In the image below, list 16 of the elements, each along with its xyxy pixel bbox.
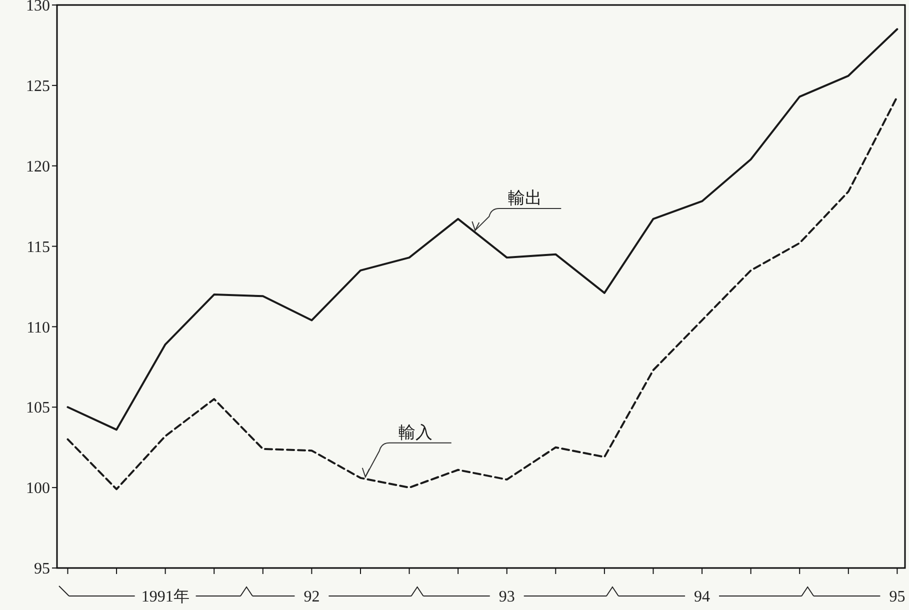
y-tick-label: 115: [26, 238, 50, 256]
x-tick-label: 1991年: [141, 588, 190, 606]
y-tick-label: 100: [26, 480, 50, 498]
y-tick-label: 125: [26, 78, 50, 96]
y-tick-label: 105: [26, 400, 50, 417]
x-tick-label: 95: [889, 588, 906, 606]
line-series: [66, 96, 898, 490]
text: 輸入: [398, 422, 432, 443]
y-tick-label: 120: [26, 158, 50, 176]
y-tick-label: 130: [26, 0, 50, 15]
x-tick-label: 93: [498, 588, 515, 606]
y-tick-label: 110: [26, 319, 50, 336]
x-tick-label: 92: [304, 588, 320, 606]
x-tick-label: 94: [694, 588, 710, 606]
y-tick-label: 95: [34, 560, 50, 578]
text: 輸出: [508, 188, 542, 208]
